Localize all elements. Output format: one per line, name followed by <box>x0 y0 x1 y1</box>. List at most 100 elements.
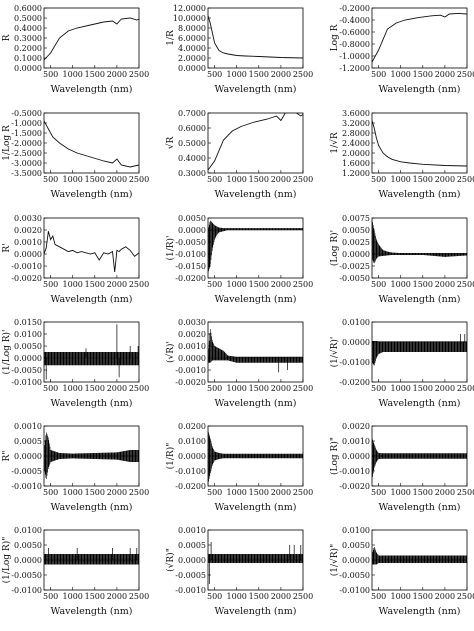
y-axis-label: (Log R)' <box>329 230 340 266</box>
y-tick-label: 1.2000 <box>342 169 370 178</box>
y-tick-label: 0.7000 <box>178 109 206 118</box>
plot-frame <box>207 7 304 69</box>
y-tick-label: -0.0200 <box>175 274 206 283</box>
y-tick-label: 0.0050 <box>342 226 370 235</box>
y-tick-label: 0.0000 <box>178 226 206 235</box>
y-tick-label: -0.4000 <box>339 16 370 25</box>
y-axis-label: √R <box>165 137 176 150</box>
plot-frame <box>43 7 140 69</box>
y-tick-label: 0.0010 <box>178 526 206 535</box>
plot-area <box>44 324 139 380</box>
x-tick-label: 1000 <box>63 384 83 393</box>
x-tick-label: 2500 <box>457 488 474 497</box>
y-tick-label: 0.0020 <box>342 422 370 431</box>
x-tick-label: 2000 <box>435 488 455 497</box>
series-line <box>208 113 303 171</box>
y-tick-label: 0.0100 <box>178 437 206 446</box>
y-tick-label: 0.0050 <box>178 214 206 223</box>
x-tick-label: 1000 <box>227 70 247 79</box>
x-tick-label: 1000 <box>391 488 411 497</box>
x-tick-label: 2500 <box>293 488 313 497</box>
x-tick-label: 500 <box>371 175 386 184</box>
x-tick-label: 2500 <box>293 592 313 601</box>
x-tick-label: 1500 <box>85 488 105 497</box>
plot-frame <box>43 217 140 279</box>
y-axis-label: R" <box>2 451 12 462</box>
y-tick-label: -0.0050 <box>11 571 42 580</box>
plot-area <box>44 432 139 479</box>
x-tick-label: 500 <box>43 280 58 289</box>
y-tick-label: -0.0150 <box>175 262 206 271</box>
x-tick-label: 1500 <box>249 384 269 393</box>
x-tick-label: 500 <box>207 592 222 601</box>
x-tick-label: 500 <box>43 592 58 601</box>
y-tick-label: -0.0100 <box>175 467 206 476</box>
x-axis-label: Wavelength (nm) <box>51 189 133 200</box>
chart-panel-3: -0.2000 -0.4000 -0.6000 -0.8000 -1.0000 -1.20… <box>330 4 474 95</box>
y-tick-label: -2.0000 <box>11 139 42 148</box>
y-tick-label: 1.6000 <box>342 159 370 168</box>
y-tick-label: -0.0100 <box>339 586 370 595</box>
x-tick-label: 500 <box>43 488 58 497</box>
x-tick-label: 1500 <box>249 488 269 497</box>
y-tick-label: 0.0050 <box>342 541 370 550</box>
y-tick-label: 2.4000 <box>342 139 370 148</box>
x-tick-label: 2000 <box>107 280 127 289</box>
x-tick-label: 2000 <box>271 592 291 601</box>
y-tick-label: -0.0050 <box>339 571 370 580</box>
y-tick-label: 0.5000 <box>14 14 42 23</box>
y-tick-label: 0.0010 <box>178 342 206 351</box>
y-tick-label: -0.0050 <box>175 238 206 247</box>
x-tick-label: 500 <box>43 384 58 393</box>
y-tick-label: 0.0000 <box>342 338 370 347</box>
y-tick-label: 0.0100 <box>342 318 370 327</box>
y-tick-label: 0.0150 <box>14 318 42 327</box>
x-tick-label: 2000 <box>435 592 455 601</box>
y-tick-label: 0.0000 <box>178 64 206 73</box>
y-axis-label: (Log R)" <box>329 437 340 475</box>
y-axis-label: (1/Log R)' <box>1 329 12 374</box>
y-tick-label: 0.0000 <box>342 556 370 565</box>
x-tick-label: 2500 <box>457 384 474 393</box>
plot-area <box>208 542 303 584</box>
chart-panel-9: 0.0075 0.0050 0.0025 0.0000 -0.0025 -0.005050… <box>329 214 474 305</box>
y-tick-label: 0.0010 <box>14 238 42 247</box>
plot-area <box>208 329 303 373</box>
y-tick-label: 0.0020 <box>178 330 206 339</box>
y-tick-label: -0.6000 <box>339 28 370 37</box>
x-tick-label: 2500 <box>457 175 474 184</box>
y-tick-label: 0.0005 <box>178 541 206 550</box>
plot-area <box>44 120 139 168</box>
y-tick-label: 0.0100 <box>342 526 370 535</box>
x-tick-label: 1000 <box>227 488 247 497</box>
y-tick-label: 0.0025 <box>342 238 370 247</box>
plot-area <box>372 219 467 264</box>
plot-area <box>208 220 303 274</box>
plot-area <box>44 548 139 565</box>
y-tick-label: 10.0000 <box>173 14 206 23</box>
y-tick-label: -1.0000 <box>339 52 370 61</box>
x-tick-label: 2500 <box>457 592 474 601</box>
x-tick-label: 500 <box>207 488 222 497</box>
x-tick-label: 1500 <box>413 384 433 393</box>
y-tick-label: 0.0050 <box>14 342 42 351</box>
y-tick-label: -1.5000 <box>11 129 42 138</box>
x-tick-label: 2500 <box>129 384 149 393</box>
y-tick-label: -3.0000 <box>11 159 42 168</box>
plot-area <box>44 17 139 61</box>
y-tick-label: 8.0000 <box>178 24 206 33</box>
y-tick-label: 0.0020 <box>14 226 42 235</box>
x-tick-label: 1500 <box>85 384 105 393</box>
x-tick-label: 1000 <box>391 592 411 601</box>
plot-frame <box>207 321 304 383</box>
y-tick-label: 2.0000 <box>342 149 370 158</box>
y-tick-label: -0.0025 <box>339 262 370 271</box>
plot-area <box>372 547 467 565</box>
y-tick-label: 0.0000 <box>14 250 42 259</box>
x-tick-label: 500 <box>207 280 222 289</box>
plot-area <box>208 113 303 171</box>
chart-panel-11: 0.0030 0.0020 0.0010 0.0000 -0.0010 -0.002050… <box>165 318 313 409</box>
plot-area <box>372 120 467 167</box>
y-tick-label: 0.3000 <box>14 34 42 43</box>
